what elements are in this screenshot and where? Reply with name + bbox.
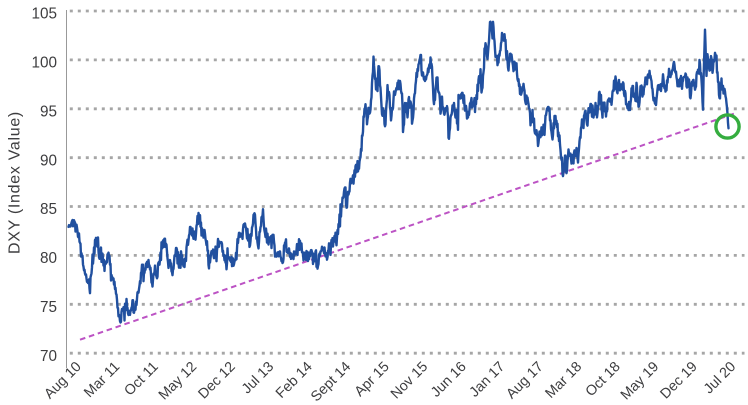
- svg-text:Mar 18: Mar 18: [542, 359, 585, 402]
- svg-text:Dec 19: Dec 19: [657, 359, 700, 402]
- svg-text:Mar 11: Mar 11: [81, 359, 123, 401]
- svg-text:105: 105: [31, 6, 57, 23]
- svg-text:May 19: May 19: [618, 359, 663, 403]
- svg-text:Nov 15: Nov 15: [388, 359, 431, 402]
- svg-text:Jun 16: Jun 16: [428, 359, 470, 401]
- svg-text:Apr 15: Apr 15: [352, 359, 393, 400]
- svg-text:May 12: May 12: [156, 359, 200, 403]
- svg-text:Sept 14: Sept 14: [308, 359, 354, 405]
- svg-text:Aug 10: Aug 10: [41, 359, 84, 402]
- svg-text:85: 85: [40, 201, 57, 218]
- svg-text:70: 70: [40, 348, 57, 365]
- svg-text:90: 90: [40, 152, 57, 169]
- svg-text:95: 95: [40, 103, 57, 120]
- svg-text:Aug 17: Aug 17: [503, 359, 546, 402]
- svg-text:75: 75: [40, 299, 57, 316]
- svg-text:80: 80: [40, 250, 57, 267]
- svg-text:Jul 13: Jul 13: [239, 359, 277, 397]
- svg-text:Jul 20: Jul 20: [701, 359, 739, 397]
- svg-text:Oct 18: Oct 18: [583, 359, 624, 400]
- svg-text:Jan 17: Jan 17: [467, 359, 509, 401]
- svg-text:DXY (Index Value): DXY (Index Value): [7, 111, 24, 254]
- svg-text:100: 100: [31, 55, 57, 72]
- svg-text:Dec 12: Dec 12: [195, 359, 238, 402]
